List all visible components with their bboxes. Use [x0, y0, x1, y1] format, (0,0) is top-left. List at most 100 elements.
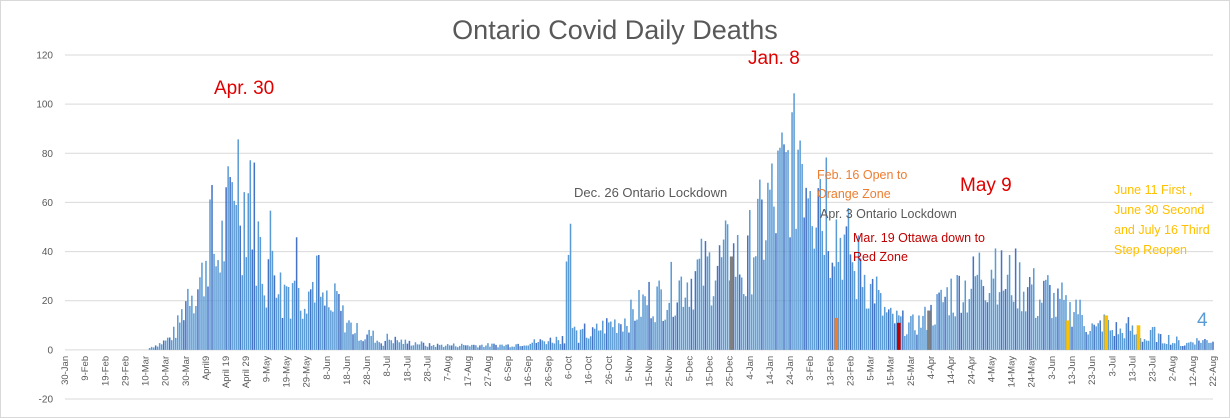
- bar: [392, 343, 395, 350]
- bar: [207, 286, 209, 350]
- bar: [416, 344, 419, 350]
- bar: [1018, 262, 1021, 350]
- bar: [448, 345, 451, 350]
- bar: [309, 289, 312, 350]
- bar: [414, 342, 417, 350]
- x-tick-label: 24-May: [1027, 356, 1038, 388]
- bar: [910, 315, 912, 350]
- bar: [291, 283, 294, 350]
- bar: [1109, 330, 1112, 350]
- bar: [1004, 289, 1007, 350]
- bar: [577, 342, 580, 350]
- bar: [318, 255, 320, 350]
- bar: [503, 346, 505, 350]
- bar: [799, 140, 801, 350]
- bar: [980, 279, 983, 350]
- bar: [360, 340, 362, 350]
- bar: [831, 262, 834, 350]
- bar: [483, 347, 485, 350]
- bar: [364, 339, 366, 350]
- bar: [1143, 339, 1146, 350]
- bar: [926, 329, 928, 350]
- bar: [285, 286, 288, 350]
- bar: [579, 329, 582, 350]
- bar: [1073, 312, 1075, 350]
- x-tick-label: 9-May: [261, 356, 272, 383]
- bar: [934, 324, 936, 350]
- bar: [902, 310, 904, 350]
- bar: [382, 345, 384, 350]
- bar: [354, 333, 356, 350]
- y-tick-label: 80: [42, 149, 54, 160]
- bar: [702, 285, 705, 350]
- bar: [1204, 338, 1206, 350]
- bar: [706, 256, 709, 350]
- bar: [700, 238, 703, 350]
- bar: [221, 220, 223, 350]
- bar: [722, 239, 725, 350]
- bar: [1055, 316, 1057, 350]
- bar: [493, 343, 495, 350]
- bar: [946, 287, 948, 350]
- bar: [718, 245, 721, 350]
- bar: [168, 337, 171, 350]
- bar: [904, 335, 906, 350]
- bar: [767, 182, 769, 350]
- bar: [175, 337, 177, 350]
- x-tick-label: 29-Feb: [120, 356, 131, 386]
- x-tick-label: April9: [201, 356, 212, 380]
- bar: [636, 319, 638, 350]
- bar: [833, 266, 836, 350]
- bar: [507, 344, 509, 350]
- bar: [358, 340, 360, 350]
- bar: [469, 346, 471, 350]
- bar: [1125, 323, 1128, 350]
- bar: [1149, 329, 1152, 350]
- bar: [332, 311, 334, 350]
- bar: [1022, 291, 1025, 350]
- bar: [736, 234, 739, 350]
- bar: [342, 305, 344, 350]
- x-tick-label: 16-Oct: [584, 356, 595, 385]
- bar: [789, 237, 791, 350]
- bar: [670, 261, 672, 350]
- bar: [1163, 343, 1166, 350]
- bar: [396, 340, 399, 350]
- bar: [1063, 299, 1065, 350]
- bar: [1101, 331, 1103, 350]
- bar: [682, 306, 685, 350]
- bar: [263, 295, 266, 350]
- bar: [481, 344, 483, 350]
- chart-title: Ontario Covid Daily Deaths: [452, 15, 778, 45]
- bar: [571, 328, 574, 350]
- bar: [398, 342, 401, 350]
- bar: [622, 331, 624, 350]
- bar: [769, 189, 771, 350]
- y-tick-label: 100: [36, 100, 53, 111]
- bar: [557, 340, 560, 350]
- y-tick-label: 60: [42, 198, 54, 209]
- bar: [281, 318, 284, 350]
- bar: [1099, 320, 1101, 350]
- bar: [265, 307, 268, 350]
- bar: [201, 262, 203, 350]
- bar: [257, 221, 260, 350]
- bar: [374, 342, 376, 350]
- bar: [638, 289, 640, 350]
- bar: [581, 328, 584, 350]
- bar: [505, 344, 507, 350]
- bar: [330, 310, 332, 350]
- x-tick-label: 9-Feb: [80, 356, 91, 381]
- bar: [179, 322, 181, 350]
- bar: [765, 240, 767, 350]
- bar: [1127, 317, 1130, 350]
- x-tick-label: 4-Jan: [745, 356, 756, 380]
- bar: [704, 241, 707, 350]
- bar: [1113, 335, 1116, 350]
- bar: [757, 198, 759, 350]
- bar: [205, 260, 207, 350]
- bar: [239, 225, 241, 350]
- bar: [1169, 344, 1172, 350]
- bar: [213, 253, 215, 350]
